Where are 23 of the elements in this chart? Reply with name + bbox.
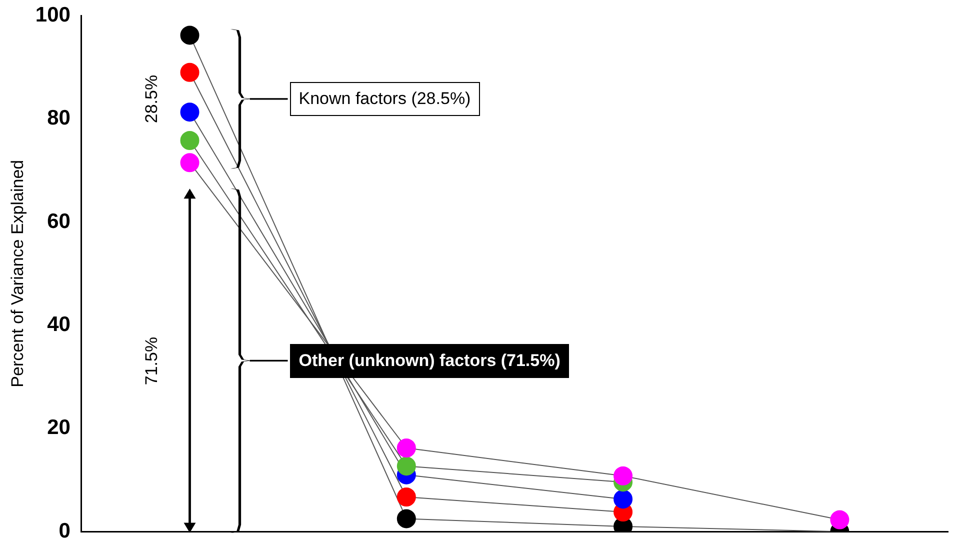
point [396,438,416,458]
y-tick-label: 60 [47,210,70,233]
annotation: Other (unknown) factors (71.5%) [290,344,570,378]
point [614,490,633,509]
point [180,102,200,122]
point [396,488,416,507]
point [180,130,200,150]
annotation: Known factors (28.5%) [290,82,480,116]
point [180,26,200,45]
y-tick-label: 40 [47,312,70,336]
annotation: 28.5% [142,74,162,124]
point [180,62,200,82]
y-tick-label: 100 [35,3,70,26]
point [180,153,200,172]
point [396,509,416,528]
y-tick-label: 0 [58,519,70,542]
annotation: 71.5% [142,336,162,385]
point [614,466,633,486]
y-axis-title: Percent of Variance Explained [8,160,27,388]
point [396,456,416,476]
point [830,510,850,530]
y-tick-label: 20 [47,416,70,440]
y-tick-label: 80 [47,106,70,130]
